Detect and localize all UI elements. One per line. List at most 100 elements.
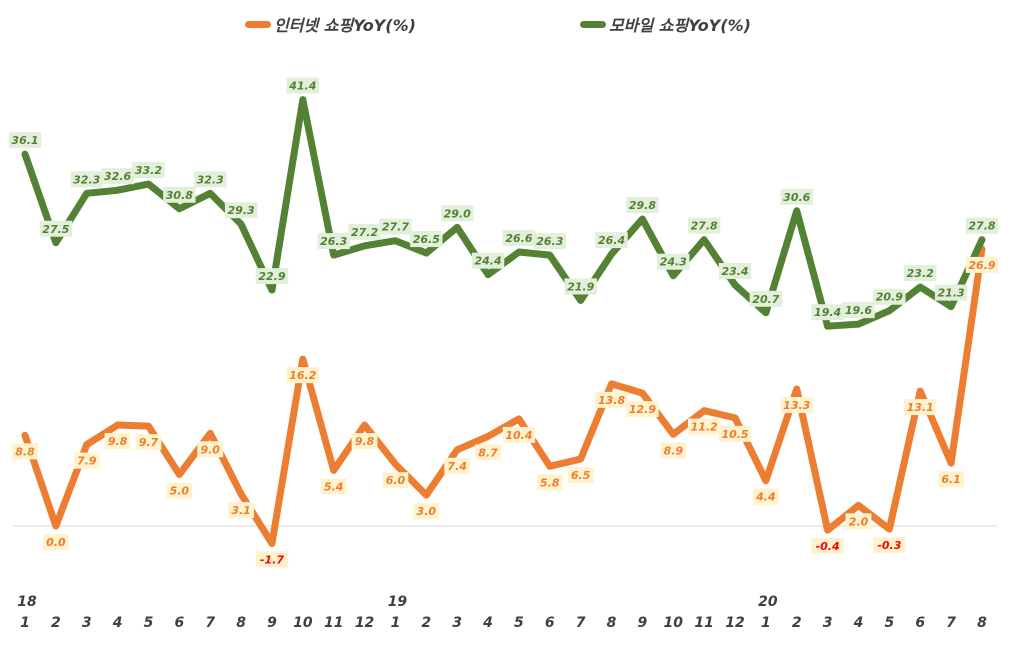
legend-label-internet: 인터넷 쇼핑YoY(%) xyxy=(274,16,416,35)
data-label-text: 3.0 xyxy=(417,505,437,518)
data-label-text: 8.9 xyxy=(664,444,684,457)
data-label: 7.4 xyxy=(444,457,471,474)
x-tick-label: 11 xyxy=(324,615,343,631)
data-label: 5.4 xyxy=(320,478,347,495)
data-label: 3.1 xyxy=(228,502,254,519)
data-label-text: 36.1 xyxy=(11,134,38,147)
legend-label-mobile: 모바일 쇼핑YoY(%) xyxy=(609,16,751,35)
data-label-bg xyxy=(718,262,752,279)
x-tick-label: 9 xyxy=(267,615,277,631)
data-label-text: 7.9 xyxy=(77,455,97,468)
data-label: 27.5 xyxy=(39,220,73,237)
data-label-text: -1.7 xyxy=(260,554,284,567)
data-label-bg xyxy=(224,202,258,219)
data-label: 21.3 xyxy=(934,284,968,301)
data-label-bg xyxy=(687,418,721,435)
data-label-bg xyxy=(135,434,162,451)
x-tick-label: 5 xyxy=(144,615,154,631)
data-label-bg xyxy=(502,230,536,247)
data-label-bg xyxy=(440,205,474,222)
data-label-text: 13.8 xyxy=(598,394,625,407)
x-tick-label: 2 xyxy=(792,615,802,631)
data-label: 29.0 xyxy=(440,205,474,222)
data-label-text: 13.3 xyxy=(783,399,810,412)
data-label-text: 8.7 xyxy=(478,446,498,459)
data-label-text: 27.8 xyxy=(691,220,718,233)
data-label: 13.3 xyxy=(780,397,813,414)
data-label-text: 13.1 xyxy=(907,401,934,414)
data-label-bg xyxy=(101,168,134,185)
data-label-bg xyxy=(718,425,752,442)
data-label-bg xyxy=(166,482,193,499)
x-tick-label: 2 xyxy=(51,615,61,631)
data-label-bg xyxy=(780,188,813,205)
data-label-text: 23.4 xyxy=(721,265,748,278)
data-label-bg xyxy=(811,538,844,555)
data-label-bg xyxy=(379,218,412,235)
data-label-bg xyxy=(873,537,906,554)
data-label-text: 22.9 xyxy=(258,270,285,283)
data-label-text: 29.3 xyxy=(228,204,255,217)
data-label-text: 16.2 xyxy=(289,369,316,382)
data-label-bg xyxy=(444,457,471,474)
data-label-text: 4.4 xyxy=(755,491,776,504)
x-tick-label: 12 xyxy=(725,615,744,631)
x-year-label: 20 xyxy=(758,594,778,610)
data-label-text: -0.3 xyxy=(877,539,901,552)
data-label: 20.9 xyxy=(873,288,906,305)
data-label-bg xyxy=(687,217,721,234)
data-label: 27.7 xyxy=(379,218,412,235)
data-label-text: 26.6 xyxy=(505,232,532,245)
data-label-bg xyxy=(780,397,813,414)
data-label: -0.4 xyxy=(811,538,844,555)
data-label-text: 12.9 xyxy=(629,403,656,416)
data-label-bg xyxy=(42,534,69,550)
x-tick-label: 5 xyxy=(514,615,524,631)
data-label: 30.8 xyxy=(163,186,196,203)
legend-internet: 인터넷 쇼핑YoY(%) xyxy=(245,12,416,36)
data-label-text: 27.7 xyxy=(382,221,409,234)
x-tick-label: 6 xyxy=(174,615,184,631)
data-label-text: 8.8 xyxy=(15,445,35,458)
data-label: 3.0 xyxy=(413,503,440,520)
data-label-text: 5.0 xyxy=(170,485,190,498)
data-label-bg xyxy=(197,441,224,458)
data-label: 16.2 xyxy=(286,367,320,384)
data-label-text: 2.0 xyxy=(849,515,869,528)
x-tick-label: 6 xyxy=(545,615,555,631)
data-label-text: 21.9 xyxy=(567,280,594,293)
data-label-bg xyxy=(749,290,783,307)
data-label-bg xyxy=(660,442,687,459)
x-tick-label: 7 xyxy=(205,615,215,631)
data-label-bg xyxy=(904,265,937,282)
x-tick-label: 10 xyxy=(293,615,313,631)
data-label: 8.8 xyxy=(12,443,38,460)
data-label: 24.4 xyxy=(471,252,505,269)
data-label-text: 6.5 xyxy=(571,469,591,482)
data-label-bg xyxy=(842,302,875,319)
data-label-text: 26.9 xyxy=(968,259,995,272)
data-label-text: 9.8 xyxy=(355,435,375,448)
x-tick-label: 3 xyxy=(823,615,833,631)
data-label-text: 32.3 xyxy=(73,173,100,186)
x-tick-label: 5 xyxy=(884,615,894,631)
x-tick-label: 8 xyxy=(236,615,246,631)
data-label: -1.7 xyxy=(255,551,289,568)
data-label-text: -0.4 xyxy=(816,540,840,553)
data-label-text: 3.1 xyxy=(231,504,251,517)
x-tick-label: 1 xyxy=(761,615,771,631)
x-tick-label: 7 xyxy=(946,615,956,631)
x-tick-label: 8 xyxy=(607,615,617,631)
data-label-text: 6.0 xyxy=(386,474,406,487)
x-tick-label: 1 xyxy=(391,615,401,631)
data-label-bg xyxy=(228,502,254,519)
data-label-bg xyxy=(39,220,73,237)
data-label-text: 0.0 xyxy=(46,536,66,549)
data-label-text: 32.6 xyxy=(104,170,131,183)
data-label-text: 27.5 xyxy=(42,223,69,236)
series-line-1 xyxy=(21,96,986,330)
data-label: 26.5 xyxy=(410,231,443,248)
data-label-text: 20.7 xyxy=(752,293,779,306)
data-label: 11.2 xyxy=(687,418,721,435)
data-label-text: 6.1 xyxy=(941,473,961,486)
